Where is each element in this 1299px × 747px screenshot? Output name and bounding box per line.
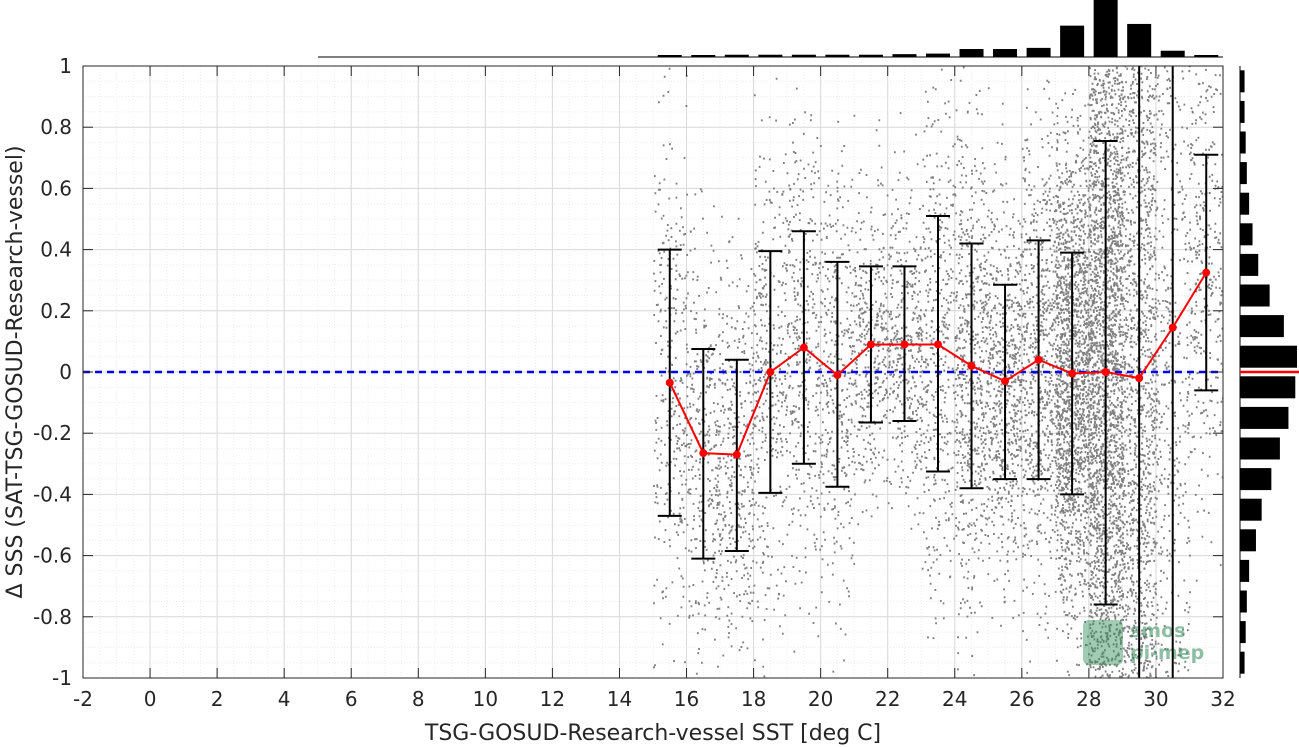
mean-point [766,368,775,376]
y-tick-labels: -1 -0.8 -0.6 -0.4 -0.2 0 0.2 0.4 0.6 0.8 1 [33,54,72,690]
right-histogram-bar [1240,498,1262,521]
right-histogram-bar [1240,284,1270,307]
mean-point [934,340,942,349]
right-histogram-bar [1240,621,1246,644]
right-histogram-bar [1240,559,1250,582]
top-histogram-bar [993,49,1018,57]
top-histogram-bar [791,54,816,57]
right-histogram-bar [1240,468,1272,491]
mean-point [900,340,909,349]
right-histogram-bar [1240,315,1284,338]
logo-mark [1083,620,1123,665]
right-histogram-bar [1240,590,1247,613]
right-histogram-bar [1240,437,1280,460]
y-tick-label: 1 [59,54,72,78]
axis-ticks [82,65,1224,679]
right-histogram-bar [1240,406,1289,429]
top-histogram-bar [1160,50,1185,57]
mean-point [1168,323,1177,332]
y-axis-title: Δ SSS (SAT-TSG-GOSUD-Research-vessel) [3,145,28,598]
x-tick-label: 20 [808,687,833,711]
y-tick-label: 0.8 [40,115,72,139]
right-histogram-bar [1240,162,1247,185]
top-histogram-bar [691,55,716,57]
top-histogram-bar [1127,23,1152,57]
x-tick-label: 8 [412,687,425,711]
scatter-cloud [653,66,1223,678]
x-tick-label: 24 [942,687,967,711]
right-histogram-bar [1240,529,1256,552]
top-histogram-bar [758,54,783,57]
right-histogram-bar [1240,651,1245,674]
x-tick-label: -2 [73,687,93,711]
top-histogram-bar [1093,0,1118,57]
mean-point [1101,368,1110,376]
x-tick-label: 4 [278,687,291,711]
mean-point [1034,355,1043,364]
top-histogram-bar [926,53,950,57]
x-tick-label: 14 [607,687,632,711]
top-histogram-bar [858,54,883,57]
mean-point [1135,374,1144,383]
scatter-points [653,66,1223,678]
y-tick-label: -0.8 [33,605,72,629]
mean-point [1068,369,1077,378]
mean-point [866,340,875,349]
x-tick-label: 22 [875,687,900,711]
x-tick-label: 18 [741,687,766,711]
mean-point [1202,268,1211,277]
top-histogram [318,0,1223,58]
x-tick-label: 16 [674,687,699,711]
mean-point [699,449,708,458]
right-histogram-bar [1240,131,1246,154]
y-tick-label: 0.6 [40,176,72,200]
logo-line-1: smos [1130,620,1185,642]
y-tick-label: -1 [52,666,72,690]
top-histogram-bar [892,54,917,57]
top-histogram-bar [1194,55,1219,57]
x-tick-label: 32 [1210,687,1235,711]
mean-series [665,268,1211,459]
mean-point [1001,377,1010,386]
smos-pi-mep-logo: smos pi-mep [1083,620,1204,665]
top-histogram-bar [657,55,682,57]
right-histogram-bar [1240,100,1245,123]
top-histogram-bar [1060,25,1085,57]
x-tick-label: 28 [1076,687,1101,711]
top-histogram-bar [959,49,984,57]
mean-point [833,371,842,380]
mean-point [665,378,674,387]
x-tick-label: 12 [540,687,565,711]
y-tick-label: -0.2 [33,421,72,445]
right-histogram-bar [1240,192,1250,215]
y-tick-label: 0 [59,360,72,384]
x-tick-label: 0 [144,687,157,711]
right-histogram-bar [1240,253,1259,276]
x-tick-label: 6 [345,687,358,711]
x-tick-labels: -2 0 2 4 6 8 10 12 14 16 18 20 22 24 26 28 30 32 [73,687,1236,711]
logo-line-2: pi-mep [1130,642,1204,664]
right-histogram-bar [1240,223,1253,246]
mean-point [732,450,741,459]
y-tick-label: -0.4 [33,482,72,506]
x-tick-label: 2 [211,687,224,711]
mean-point [799,343,808,352]
y-tick-label: -0.6 [33,544,72,568]
right-histogram-bar [1240,70,1245,93]
top-histogram-bar [724,54,749,57]
right-histogram-bar [1240,376,1296,399]
x-tick-label: 10 [473,687,498,711]
right-histogram-bar [1240,345,1297,368]
y-tick-label: 0.2 [40,299,72,323]
x-axis-title: TSG-GOSUD-Research-vessel SST [deg C] [424,721,881,746]
top-histogram-bar [825,54,850,57]
top-histogram-bar [1026,47,1051,57]
mean-point [967,361,976,370]
y-tick-label: 0.4 [40,238,72,262]
x-tick-label: 30 [1143,687,1168,711]
x-tick-label: 26 [1009,687,1034,711]
right-histogram [1239,66,1299,678]
